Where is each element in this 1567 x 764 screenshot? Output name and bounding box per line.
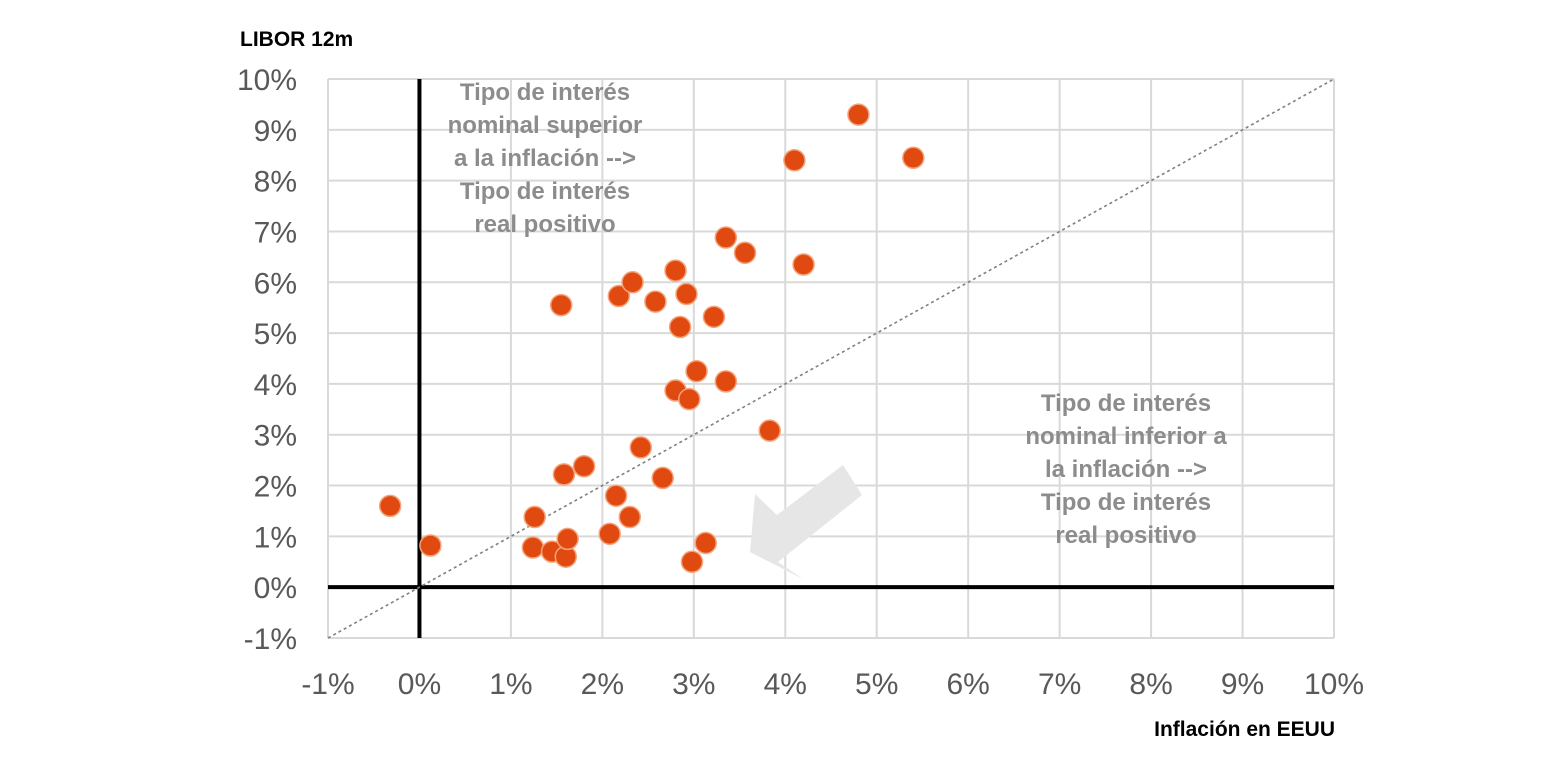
data-point — [521, 536, 545, 559]
data-point — [677, 387, 701, 411]
data-point — [714, 226, 738, 249]
data-point — [621, 271, 644, 294]
data-point — [651, 466, 674, 490]
x-tick-label: 8% — [1129, 668, 1172, 701]
x-tick-label: 9% — [1221, 668, 1264, 701]
annotation-line: nominal inferior a — [1025, 423, 1227, 450]
data-point — [702, 305, 726, 329]
data-point — [618, 505, 642, 529]
annotation-line: real positivo — [474, 211, 615, 238]
data-point — [783, 149, 806, 172]
data-point — [556, 527, 579, 551]
data-point — [552, 463, 576, 486]
x-tick-label: 4% — [764, 668, 807, 701]
data-point — [598, 522, 621, 546]
x-tick-label: 10% — [1304, 668, 1364, 701]
annotation-line: real positivo — [1055, 522, 1196, 549]
annotation-line: la inflación --> — [1045, 456, 1207, 483]
data-point — [675, 282, 698, 306]
data-point — [680, 550, 704, 574]
y-tick-label: -1% — [244, 623, 297, 656]
y-tick-label: 1% — [254, 521, 297, 554]
data-point — [714, 370, 738, 393]
x-tick-label: 5% — [855, 668, 898, 701]
data-point — [549, 293, 573, 317]
data-point — [758, 419, 781, 442]
x-tick-labels: -1% 0% 1% 2% 3% 4% 5% 6% 7% 8% 9% 10% — [301, 668, 1364, 701]
x-axis-title: Inflación en EEUU — [1154, 718, 1335, 741]
data-point — [604, 484, 628, 507]
data-point — [733, 241, 757, 265]
data-point — [847, 103, 870, 126]
y-tick-label: 10% — [237, 64, 297, 97]
y-tick-label: 5% — [254, 318, 297, 351]
arrow-down-left-icon — [750, 465, 862, 579]
data-point — [792, 253, 815, 276]
annotation-line: Tipo de interés — [460, 178, 630, 205]
annotation-line: Tipo de interés — [460, 79, 630, 106]
data-point — [629, 436, 653, 459]
y-axis-title: LIBOR 12m — [240, 28, 353, 51]
data-point — [685, 359, 708, 383]
x-tick-label: 1% — [489, 668, 532, 701]
x-tick-label: 0% — [398, 668, 441, 701]
data-point — [523, 505, 546, 529]
y-tick-label: 9% — [254, 115, 297, 148]
y-tick-label: 3% — [254, 420, 297, 453]
y-tick-label: 2% — [254, 471, 297, 504]
data-point — [644, 290, 667, 313]
x-tick-label: 2% — [581, 668, 624, 701]
annotation-upper-left: Tipo de interés nominal superior a la infl… — [448, 79, 643, 238]
y-tick-label: 0% — [254, 572, 297, 605]
data-point — [664, 259, 687, 282]
y-tick-label: 7% — [254, 216, 297, 249]
data-point — [572, 454, 596, 478]
annotation-line: Tipo de interés — [1041, 489, 1211, 516]
data-point — [668, 315, 692, 339]
data-points — [378, 103, 925, 574]
y-tick-label: 8% — [254, 166, 297, 199]
y-tick-label: 6% — [254, 267, 297, 300]
data-point — [902, 146, 925, 170]
data-point — [607, 284, 631, 308]
data-point — [694, 531, 717, 555]
x-tick-label: 7% — [1038, 668, 1081, 701]
annotation-lower-right: Tipo de interés nominal inferior a la infl… — [1025, 390, 1227, 549]
x-tick-label: 3% — [672, 668, 715, 701]
data-point — [419, 534, 442, 557]
x-tick-label: 6% — [947, 668, 990, 701]
data-point — [378, 494, 402, 518]
annotation-line: nominal superior — [448, 112, 643, 139]
annotation-line: a la inflación --> — [454, 145, 636, 172]
x-tick-label: -1% — [301, 668, 354, 701]
y-tick-labels: -1% 0% 1% 2% 3% 4% 5% 6% 7% 8% 9% 10% — [237, 64, 297, 656]
annotation-line: Tipo de interés — [1041, 390, 1211, 417]
y-tick-label: 4% — [254, 369, 297, 402]
